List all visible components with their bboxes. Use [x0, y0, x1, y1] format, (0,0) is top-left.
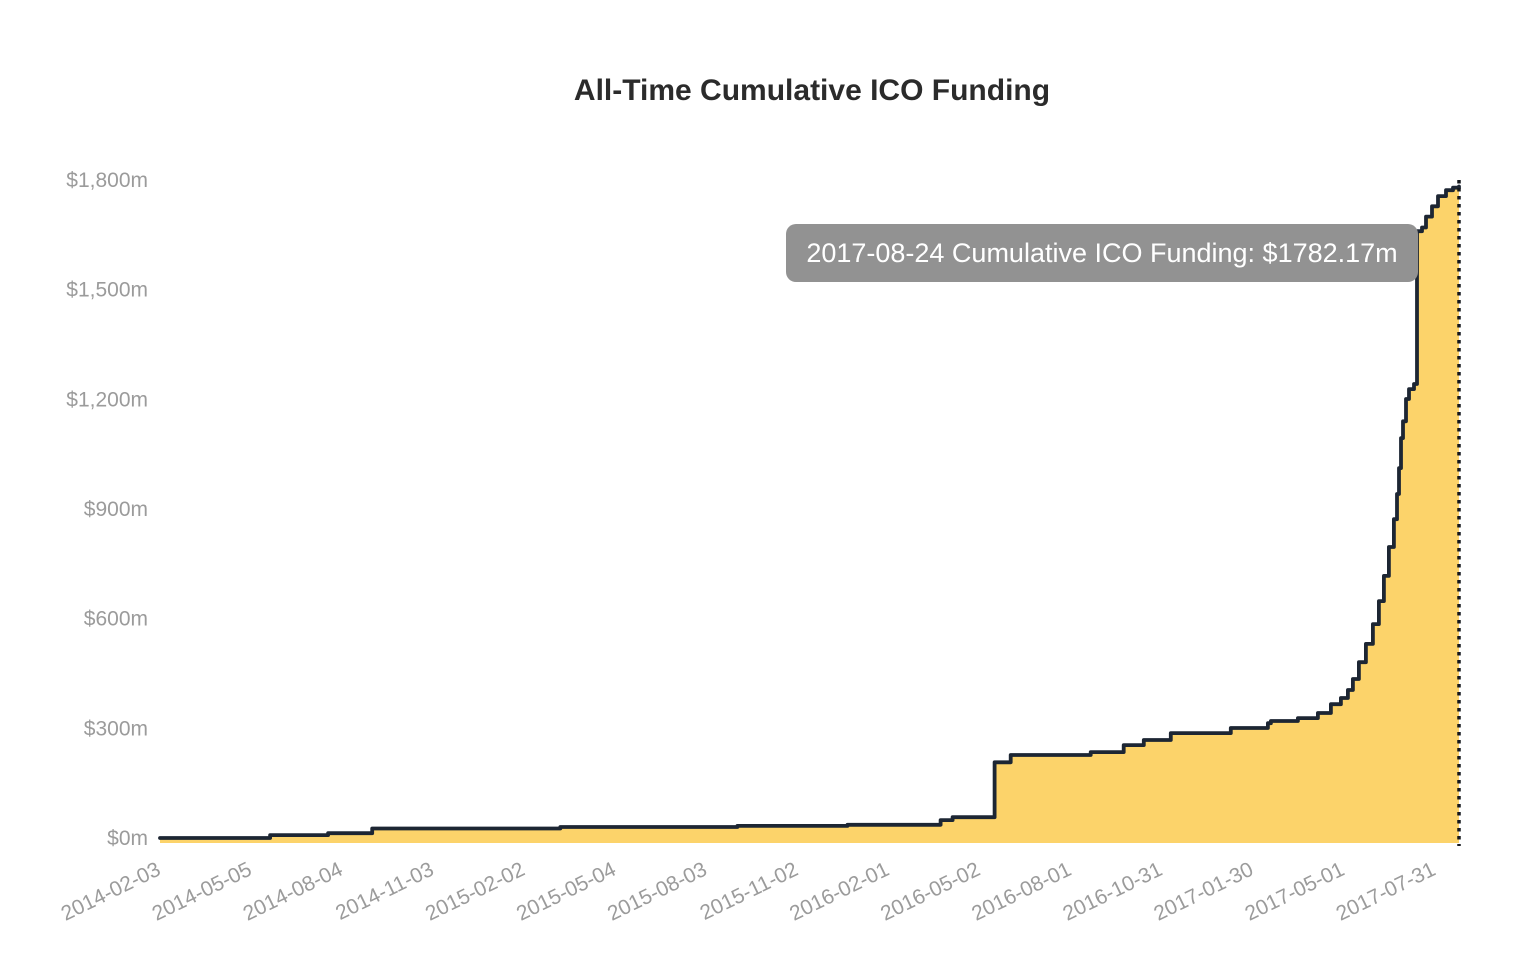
x-axis-tick-label: 2014-08-04 — [240, 858, 347, 926]
tooltip: 2017-08-24 Cumulative ICO Funding: $1782… — [786, 224, 1418, 282]
y-axis-tick-label: $900m — [84, 498, 148, 521]
y-axis-tick-label: $300m — [84, 717, 148, 740]
x-axis-tick-label: 2017-07-31 — [1333, 858, 1440, 926]
x-axis-tick-label: 2014-02-03 — [58, 858, 165, 926]
x-axis-tick-label: 2014-05-05 — [149, 858, 256, 926]
x-axis-tick-label: 2014-11-03 — [332, 858, 437, 925]
x-axis-tick-label: 2016-05-02 — [877, 858, 984, 926]
x-axis-tick-label: 2015-05-04 — [513, 858, 620, 926]
y-axis-tick-label: $600m — [84, 608, 148, 631]
x-axis-tick-label: 2015-08-03 — [604, 858, 711, 926]
x-axis-tick-label: 2016-02-01 — [786, 858, 893, 926]
x-axis-tick-label: 2015-11-02 — [696, 858, 801, 925]
y-axis-labels: $0m $300m $600m $900m $1,200m $1,500m $1,800m — [66, 169, 148, 850]
chart-title: All-Time Cumulative ICO Funding — [574, 74, 1050, 107]
area-fill — [160, 186, 1459, 843]
y-axis-tick-label: $1,200m — [66, 388, 148, 411]
x-axis-tick-label: 2017-05-01 — [1241, 858, 1348, 926]
funding-line — [158, 184, 1461, 840]
x-axis-tick-label: 2016-10-31 — [1059, 858, 1166, 926]
x-axis-labels: 2014-02-032014-05-052014-08-042014-11-03… — [58, 858, 1440, 926]
y-axis-tick-label: $1,500m — [66, 279, 148, 302]
y-axis-tick-label: $1,800m — [66, 169, 148, 192]
y-axis-tick-label: $0m — [107, 827, 148, 850]
x-axis-tick-label: 2017-01-30 — [1150, 858, 1257, 926]
x-axis-tick-label: 2016-08-01 — [968, 858, 1075, 926]
x-axis-tick-label: 2015-02-02 — [422, 858, 529, 926]
